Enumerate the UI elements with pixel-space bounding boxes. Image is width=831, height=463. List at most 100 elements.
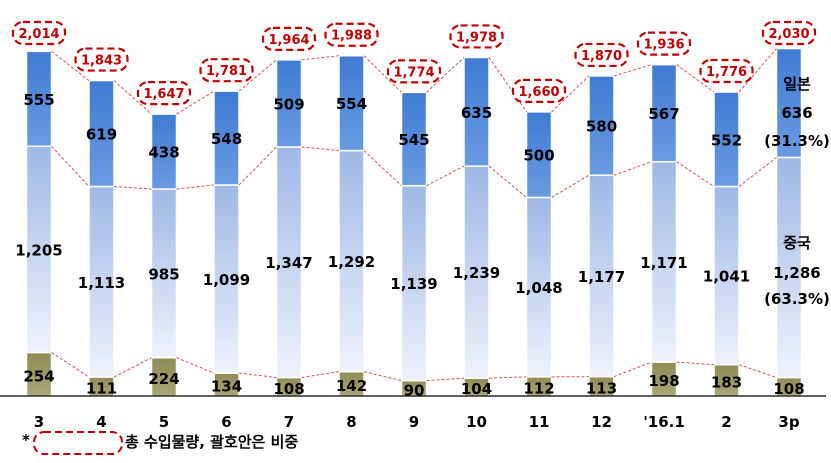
- bar-china-10: [650, 160, 678, 363]
- x-tick-label-2: 5: [159, 413, 169, 431]
- connector-other-9: [613, 361, 652, 378]
- value-label-other-5: 142: [336, 377, 367, 395]
- bar-japan-7: [463, 56, 490, 167]
- value-label-other-9: 113: [586, 379, 617, 397]
- china-share-label: (63.3%): [764, 290, 830, 308]
- connector-japan-4: [301, 55, 340, 61]
- footnote-text: 총 수입물량, 괄호안은 비중: [125, 433, 298, 451]
- x-tick-label-12: 3p: [778, 413, 799, 431]
- value-label-japan-7: 635: [461, 104, 492, 122]
- value-label-china-11: 1,041: [703, 268, 750, 286]
- connector-japan-8: [551, 75, 590, 113]
- x-tick-label-3: 6: [221, 413, 231, 431]
- bar-china-2: [150, 188, 178, 359]
- total-label-10: 1,936: [643, 38, 684, 53]
- total-badge-11: [699, 58, 754, 84]
- value-label-other-11: 183: [711, 373, 742, 391]
- connector-china-9: [613, 161, 652, 176]
- value-label-japan-1: 619: [86, 126, 117, 144]
- value-label-other-7: 104: [461, 380, 492, 398]
- value-label-china-1: 1,113: [78, 274, 125, 292]
- value-label-other-1: 111: [86, 380, 117, 398]
- connector-other-4: [301, 371, 340, 379]
- connector-china-5: [363, 150, 402, 187]
- connector-china-0: [51, 145, 90, 187]
- total-badge-2: [136, 81, 192, 106]
- connector-other-0: [51, 352, 90, 378]
- x-tick-label-7: 10: [466, 413, 487, 431]
- connector-china-1: [113, 186, 152, 190]
- bar-china-12: [775, 156, 803, 379]
- x-tick-label-0: 3: [34, 413, 44, 431]
- connector-japan-9: [613, 64, 652, 77]
- value-label-japan-9: 580: [586, 118, 617, 136]
- bar-japan-2: [150, 113, 178, 190]
- x-tick-label-4: 7: [284, 413, 294, 431]
- bar-china-7: [463, 165, 490, 379]
- connector-other-1: [113, 357, 152, 378]
- value-label-japan-8: 500: [523, 147, 554, 165]
- total-label-8: 1,660: [518, 85, 559, 100]
- connector-china-7: [488, 165, 527, 198]
- total-badge-7: [449, 24, 504, 49]
- x-tick-label-11: 2: [721, 413, 731, 431]
- total-badge-8: [511, 78, 567, 103]
- connector-japan-5: [363, 55, 402, 93]
- connector-china-10: [676, 161, 715, 187]
- connector-china-8: [551, 174, 590, 198]
- value-label-japan-4: 509: [273, 95, 304, 113]
- footnote-asterisk: *: [22, 431, 30, 449]
- bar-japan-12: [775, 47, 803, 159]
- connector-china-2: [176, 184, 215, 190]
- value-label-china-5: 1,292: [328, 253, 375, 271]
- connector-china-3: [238, 146, 277, 186]
- x-tick-label-6: 9: [409, 413, 419, 431]
- bar-china-6: [400, 184, 428, 382]
- total-label-0: 2,014: [18, 27, 59, 42]
- japan-value-label: 636: [781, 104, 812, 122]
- bar-japan-5: [338, 54, 365, 152]
- total-badge-5: [324, 22, 379, 47]
- total-label-2: 1,647: [143, 87, 184, 102]
- value-label-china-8: 1,048: [515, 279, 562, 297]
- connector-other-7: [488, 376, 527, 379]
- connector-japan-2: [176, 90, 215, 115]
- footnote-legend-swatch: [33, 431, 123, 455]
- value-label-japan-0: 555: [23, 91, 54, 109]
- value-label-other-10: 198: [648, 372, 679, 390]
- connector-other-3: [238, 372, 277, 379]
- china-name-label: 중국: [783, 234, 811, 252]
- total-label-9: 1,870: [581, 49, 622, 64]
- bar-china-8: [525, 196, 553, 378]
- x-tick-label-1: 4: [96, 413, 106, 431]
- value-label-china-7: 1,239: [453, 264, 500, 282]
- bar-japan-4: [275, 59, 303, 148]
- china-value-label: 1,286: [773, 264, 820, 282]
- total-label-7: 1,978: [456, 30, 497, 45]
- connector-other-10: [676, 361, 715, 366]
- total-label-3: 1,781: [206, 64, 247, 79]
- value-label-china-4: 1,347: [265, 254, 312, 272]
- japan-share-label: (31.3%): [764, 132, 830, 150]
- total-label-5: 1,988: [331, 29, 372, 44]
- connector-china-4: [301, 146, 340, 152]
- connector-japan-3: [238, 59, 277, 92]
- value-label-japan-5: 554: [336, 95, 367, 113]
- value-label-china-9: 1,177: [578, 268, 625, 286]
- value-labels-layer: 254 1,205 555 111 1,113 619 224 985 438 134 1,099 5…: [15, 91, 804, 400]
- total-badge-10: [636, 31, 692, 56]
- connector-japan-6: [426, 57, 465, 93]
- value-label-china-3: 1,099: [203, 271, 250, 289]
- bar-japan-1: [88, 79, 115, 188]
- connector-china-11: [738, 157, 777, 187]
- value-label-other-3: 134: [211, 378, 242, 396]
- bar-japan-3: [213, 90, 240, 186]
- value-label-china-2: 985: [148, 265, 179, 283]
- total-badge-6: [386, 59, 442, 84]
- bar-china-5: [338, 149, 365, 373]
- total-label-11: 1,776: [706, 65, 747, 80]
- connector-japan-10: [676, 64, 715, 93]
- value-label-china-0: 1,205: [15, 241, 62, 259]
- total-badge-1: [74, 47, 129, 72]
